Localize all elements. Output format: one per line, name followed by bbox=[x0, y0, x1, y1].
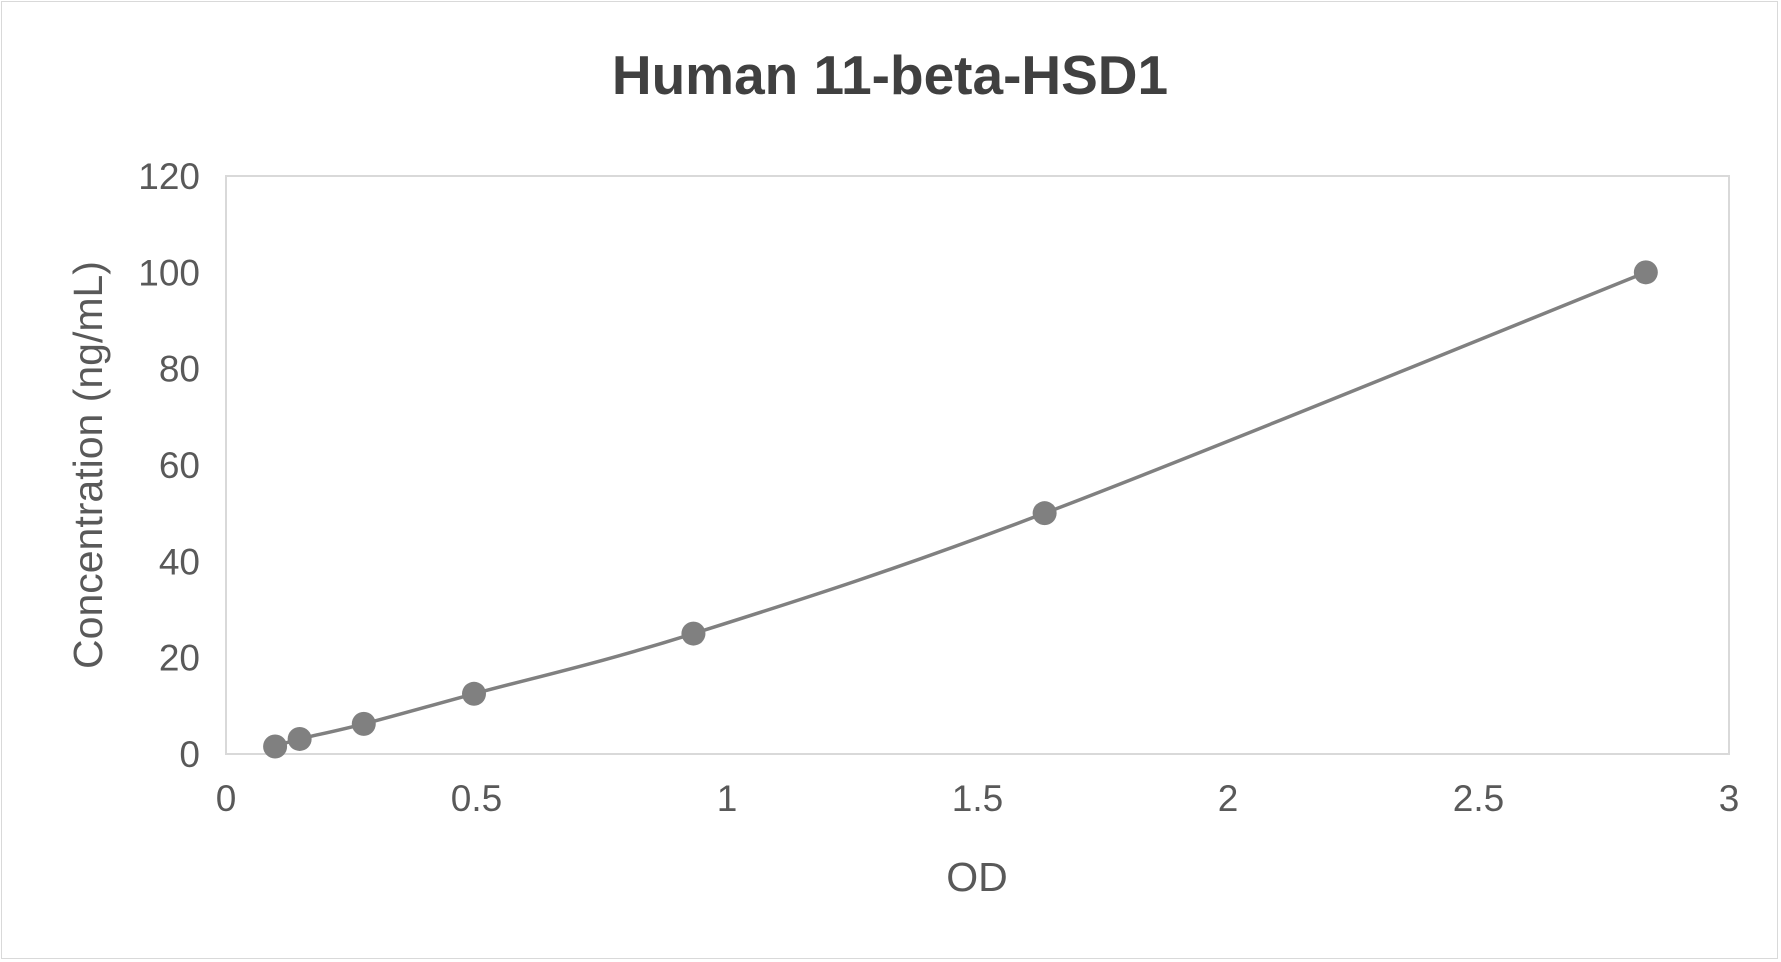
y-tick-label: 40 bbox=[159, 541, 200, 582]
y-tick-label: 100 bbox=[138, 252, 200, 293]
series-line bbox=[274, 270, 1647, 749]
y-tick-label: 120 bbox=[138, 156, 200, 197]
y-axis-title: Concentration (ng/mL) bbox=[65, 261, 111, 669]
x-tick-label: 0.5 bbox=[451, 778, 502, 819]
x-axis-title: OD bbox=[946, 854, 1008, 900]
y-tick-label: 60 bbox=[159, 445, 200, 486]
x-tick-label: 2.5 bbox=[1453, 778, 1504, 819]
chart-title: Human 11-beta-HSD1 bbox=[612, 44, 1168, 106]
data-point bbox=[1032, 501, 1057, 526]
x-tick-label: 1 bbox=[717, 778, 738, 819]
data-point bbox=[681, 621, 706, 646]
data-point bbox=[1633, 260, 1658, 285]
y-tick-label: 20 bbox=[159, 638, 200, 679]
data-point bbox=[461, 681, 486, 706]
data-point bbox=[287, 726, 312, 751]
x-tick-label: 3 bbox=[1719, 778, 1740, 819]
x-tick-label: 2 bbox=[1218, 778, 1239, 819]
plot-area bbox=[225, 175, 1730, 755]
y-tick-label: 80 bbox=[159, 349, 200, 390]
x-tick-label: 0 bbox=[216, 778, 237, 819]
x-tick-label: 1.5 bbox=[952, 778, 1003, 819]
y-tick-label: 0 bbox=[179, 734, 200, 775]
data-point bbox=[351, 711, 376, 736]
data-point bbox=[263, 734, 288, 759]
